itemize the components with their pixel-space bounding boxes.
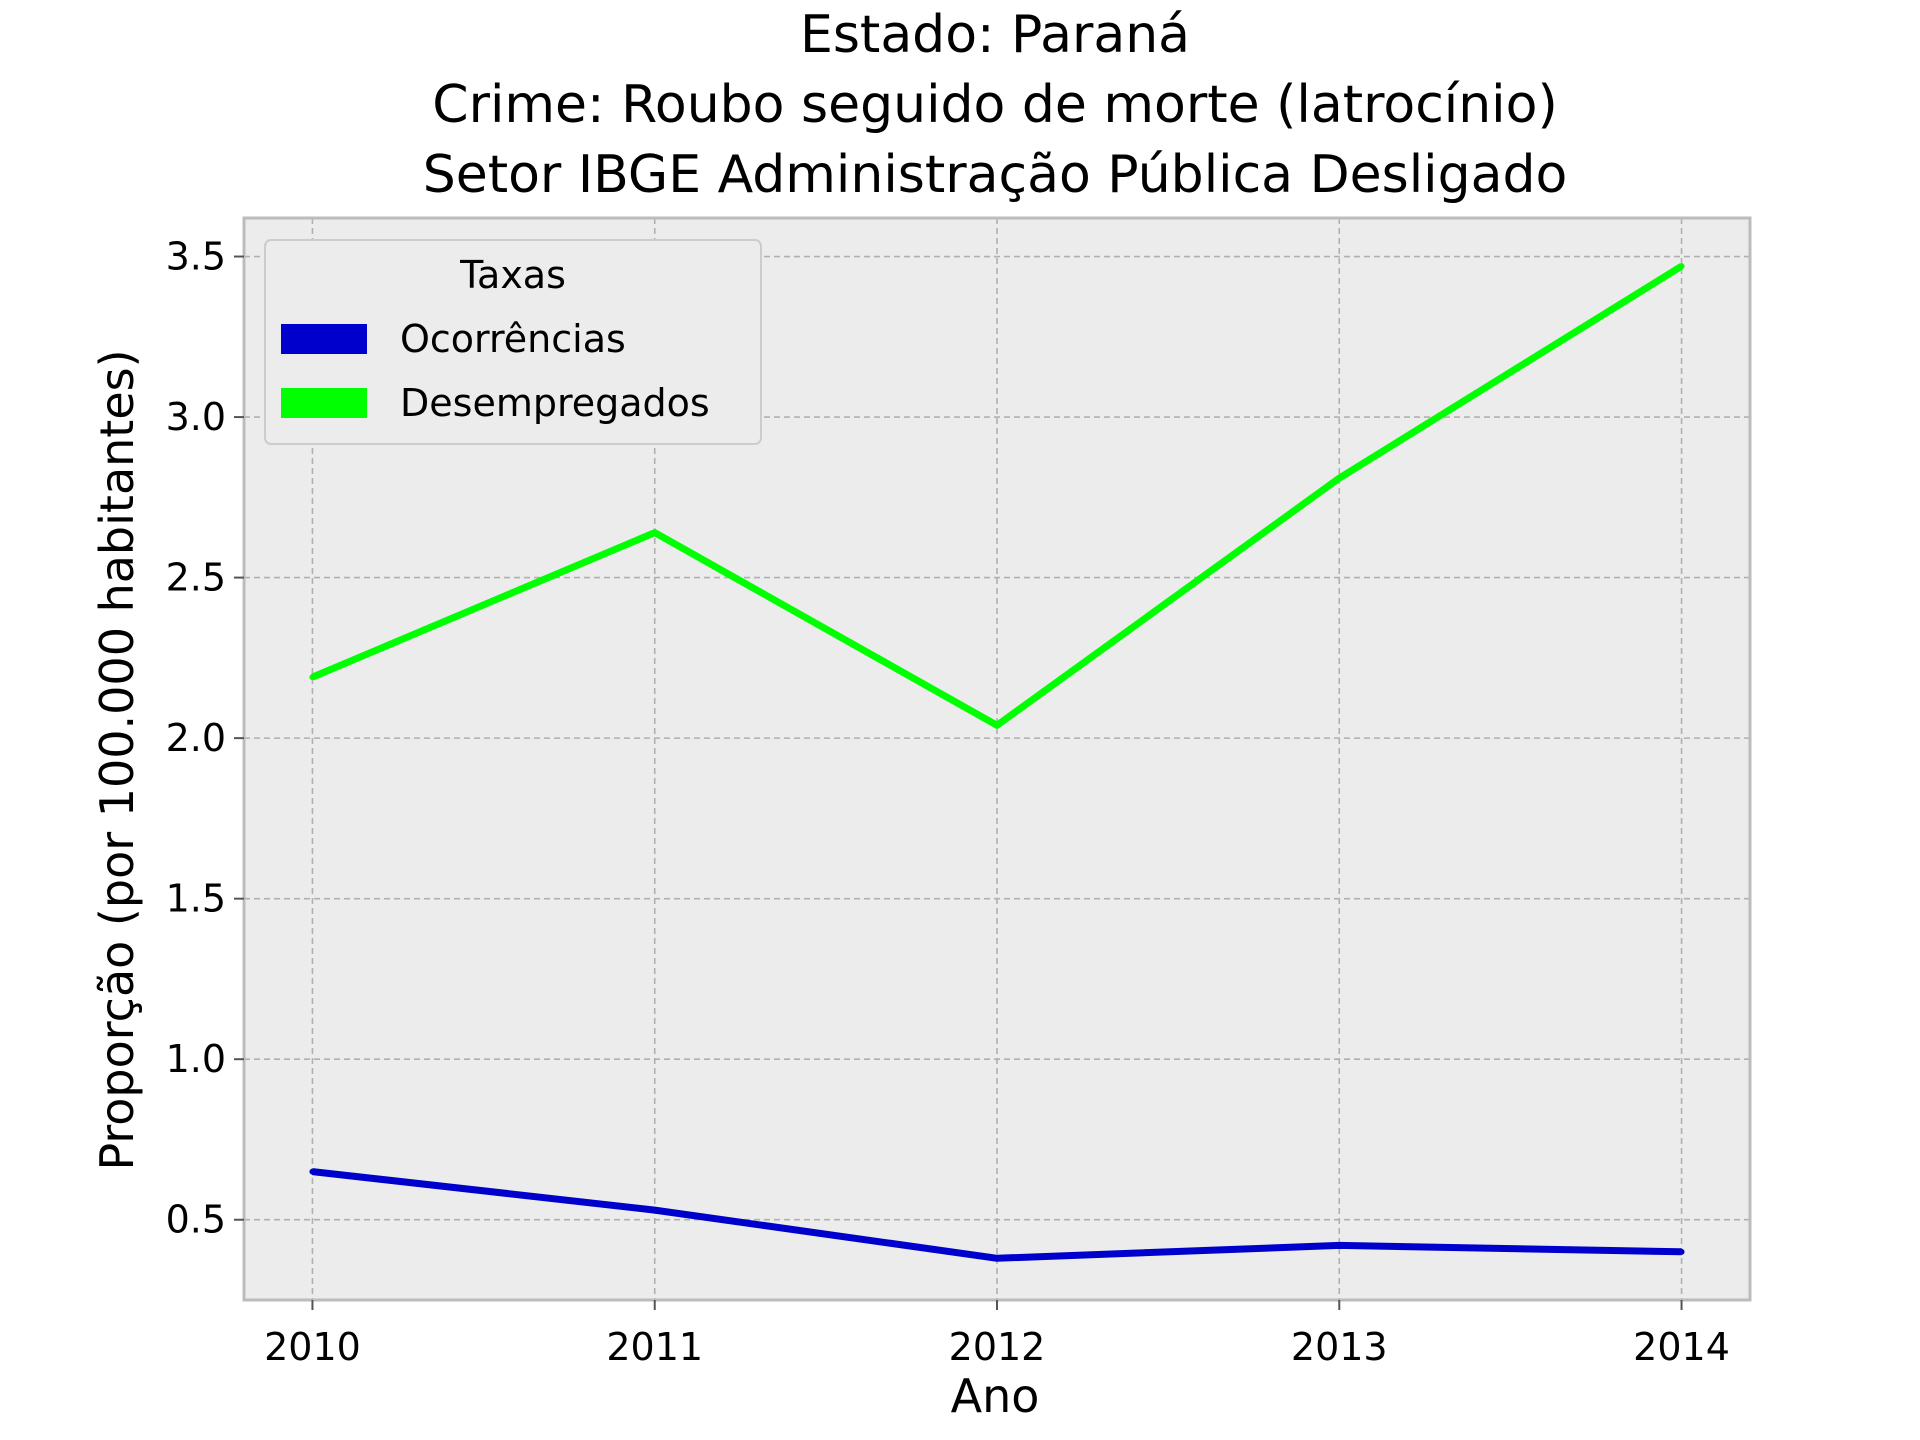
data-point-desempregados (994, 722, 1000, 729)
data-point-desempregados (651, 529, 658, 536)
y-tick-label: 3.5 (166, 235, 226, 279)
x-tick-label: 2010 (264, 1325, 361, 1369)
x-tick-label: 2013 (1291, 1325, 1388, 1369)
legend: Taxas Ocorrências Desempregados (264, 239, 762, 445)
axis-ticks: 2010 2011 2012 2013 2014 0.5 1.0 1.5 2.0 2.5 3.0 3.… (166, 235, 1730, 1369)
legend-label-ocorrencias: Ocorrências (400, 317, 626, 361)
x-tick-label: 2011 (606, 1325, 703, 1369)
data-point-ocorrencias (1336, 1242, 1343, 1249)
y-tick-label: 1.5 (166, 877, 226, 921)
legend-title: Taxas (459, 253, 566, 297)
data-point-ocorrencias (1678, 1248, 1685, 1255)
title-line-1: Estado: Paraná (800, 5, 1190, 65)
legend-swatch-ocorrencias (281, 324, 367, 354)
y-tick-label: 2.0 (166, 716, 226, 760)
data-point-ocorrencias (651, 1207, 658, 1214)
data-point-desempregados (1336, 475, 1343, 482)
x-axis-label: Ano (951, 1369, 1040, 1423)
data-point-ocorrencias (309, 1168, 316, 1175)
chart-title: Estado: Paraná Crime: Roubo seguido de m… (423, 5, 1568, 205)
y-tick-label: 1.0 (166, 1037, 226, 1081)
legend-label-desempregados: Desempregados (400, 381, 710, 425)
legend-swatch-desempregados (281, 388, 367, 418)
y-axis-label: Proporção (por 100.000 habitantes) (90, 349, 144, 1170)
data-point-desempregados (1678, 263, 1685, 270)
series-lines (309, 263, 1685, 1262)
grid (244, 218, 1750, 1300)
x-tick-label: 2014 (1633, 1325, 1730, 1369)
y-tick-label: 2.5 (166, 556, 226, 600)
y-tick-label: 3.0 (166, 395, 226, 439)
data-point-desempregados (309, 674, 316, 681)
y-tick-label: 0.5 (166, 1198, 226, 1242)
x-tick-label: 2012 (949, 1325, 1046, 1369)
title-line-3: Setor IBGE Administração Pública Desliga… (423, 145, 1568, 205)
title-line-2: Crime: Roubo seguido de morte (latrocíni… (432, 75, 1557, 135)
data-point-ocorrencias (994, 1255, 1000, 1262)
legend-box (264, 239, 762, 445)
